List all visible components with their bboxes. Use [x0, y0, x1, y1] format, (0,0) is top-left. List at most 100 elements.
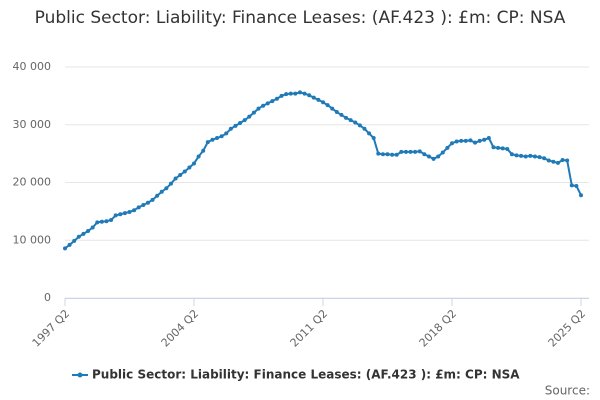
- data-point: [122, 211, 127, 216]
- data-point: [196, 154, 201, 159]
- data-point: [440, 150, 445, 155]
- data-point: [325, 103, 330, 108]
- data-point: [542, 156, 547, 161]
- data-point: [390, 152, 395, 157]
- data-point: [99, 219, 104, 224]
- data-point: [219, 134, 224, 139]
- data-point: [316, 97, 321, 102]
- data-point: [256, 106, 261, 111]
- data-point: [76, 234, 81, 239]
- data-point: [385, 152, 390, 157]
- data-point: [367, 131, 372, 136]
- data-point: [413, 149, 418, 154]
- data-point: [311, 95, 316, 100]
- data-point: [238, 121, 243, 126]
- data-point: [344, 115, 349, 120]
- data-point: [454, 139, 459, 144]
- data-point: [555, 160, 560, 165]
- data-point: [431, 156, 436, 161]
- data-point: [274, 96, 279, 101]
- data-point: [265, 101, 270, 106]
- legend-label: Public Sector: Liability: Finance Leases…: [92, 368, 520, 382]
- series-line: [64, 91, 582, 250]
- y-tick-label: 10 000: [13, 233, 52, 246]
- data-point: [95, 220, 100, 225]
- data-point: [473, 140, 478, 145]
- data-point: [67, 242, 72, 247]
- data-point: [482, 137, 487, 142]
- data-point: [519, 153, 524, 158]
- data-point: [532, 154, 537, 159]
- data-point: [242, 118, 247, 123]
- data-point: [178, 172, 183, 177]
- y-tick-label: 40 000: [13, 60, 52, 73]
- data-point: [297, 90, 302, 95]
- source-label: Source:: [545, 384, 590, 398]
- data-point: [565, 158, 570, 163]
- data-point: [173, 176, 178, 181]
- data-point: [546, 158, 551, 163]
- data-point: [192, 161, 196, 166]
- data-point: [334, 110, 339, 115]
- legend-marker: [77, 372, 83, 378]
- data-point: [150, 197, 155, 202]
- data-point: [251, 110, 256, 115]
- data-point: [293, 91, 298, 96]
- data-point: [426, 154, 431, 159]
- data-point: [403, 149, 408, 154]
- data-point: [72, 238, 77, 243]
- data-point: [574, 183, 579, 188]
- data-point: [159, 189, 164, 194]
- x-tick-label: 2004 Q2: [159, 307, 202, 350]
- data-point: [353, 120, 358, 125]
- data-point: [63, 246, 67, 251]
- data-point: [321, 100, 325, 105]
- data-point: [228, 126, 233, 131]
- chart-title: Public Sector: Liability: Finance Leases…: [34, 8, 566, 28]
- data-point: [224, 131, 229, 136]
- data-point: [136, 205, 141, 210]
- data-point: [279, 93, 284, 98]
- data-point: [468, 138, 473, 143]
- data-point: [284, 92, 289, 97]
- data-point: [210, 137, 215, 142]
- data-point: [579, 193, 583, 198]
- data-point: [141, 203, 146, 208]
- data-point: [145, 200, 150, 205]
- data-point: [168, 181, 173, 186]
- x-tick-label: 1997 Q2: [30, 307, 73, 350]
- data-point: [417, 149, 422, 154]
- data-point: [270, 99, 275, 104]
- data-point: [233, 123, 238, 128]
- x-tick-label: 2011 Q2: [288, 307, 331, 350]
- data-point: [376, 151, 381, 156]
- x-tick-label: 2018 Q2: [417, 307, 460, 350]
- data-point: [109, 218, 114, 223]
- data-point: [215, 136, 220, 141]
- data-point: [371, 136, 376, 141]
- data-point: [569, 183, 574, 188]
- data-point: [505, 147, 510, 152]
- data-point: [394, 152, 399, 157]
- data-point: [537, 155, 542, 160]
- y-tick-label: 20 000: [13, 176, 52, 189]
- data-point: [357, 123, 362, 128]
- data-point: [436, 154, 441, 159]
- data-point: [362, 126, 367, 131]
- data-point: [81, 231, 86, 236]
- data-point: [155, 193, 160, 198]
- data-point: [500, 146, 505, 151]
- data-point: [486, 136, 491, 141]
- data-point: [528, 153, 533, 158]
- data-point: [187, 165, 192, 170]
- data-point: [90, 225, 95, 230]
- data-point: [463, 138, 468, 143]
- data-point: [330, 106, 335, 111]
- data-point: [477, 138, 482, 143]
- data-point: [132, 208, 137, 213]
- data-point: [551, 159, 556, 164]
- y-tick-label: 0: [44, 291, 51, 304]
- data-point: [459, 138, 464, 143]
- x-tick-label: 2025 Q2: [546, 307, 589, 350]
